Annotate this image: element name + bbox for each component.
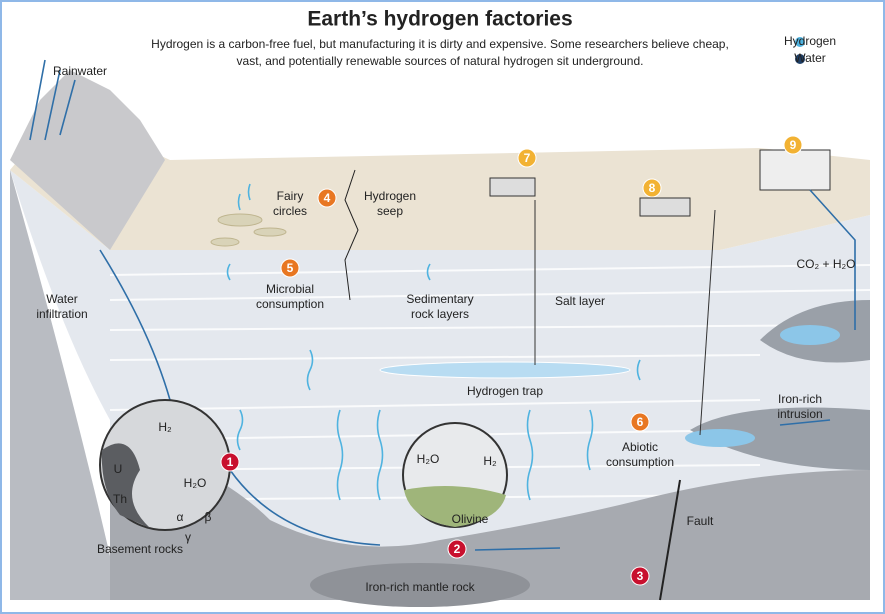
label: Iron-rich (778, 392, 822, 406)
inset-label: H₂ (483, 454, 497, 468)
inset-label: β (205, 510, 212, 524)
inset-label: H₂O (417, 452, 440, 466)
label: Hydrogen (364, 189, 416, 203)
marker-number: 3 (637, 569, 644, 583)
label: Microbial (266, 282, 314, 296)
water-pool (780, 325, 840, 345)
inset-label: H₂O (184, 476, 207, 490)
subtitle: Hydrogen is a carbon-free fuel, but manu… (151, 37, 729, 51)
label: rock layers (411, 307, 469, 321)
marker-number: 5 (287, 261, 294, 275)
label: infiltration (36, 307, 87, 321)
inset-label: Th (113, 492, 127, 506)
marker-number: 9 (790, 138, 797, 152)
inset-label: γ (185, 530, 191, 544)
label: Rainwater (53, 64, 107, 78)
label: Salt layer (555, 294, 605, 308)
label: Fault (687, 514, 714, 528)
label: intrusion (777, 407, 822, 421)
label: Hydrogen trap (467, 384, 543, 398)
label: Abiotic (622, 440, 658, 454)
marker-number: 2 (454, 542, 461, 556)
label: consumption (256, 297, 324, 311)
inset-label: H₂ (158, 420, 172, 434)
water-pool (685, 429, 755, 447)
label: Iron-rich mantle rock (365, 580, 475, 594)
legend-label: Hydrogen (784, 34, 836, 48)
label: Basement rocks (97, 542, 183, 556)
label: CO₂ + H₂O (797, 257, 856, 271)
subtitle: vast, and potentially renewable sources … (237, 54, 644, 68)
label: Sedimentary (406, 292, 473, 306)
diagram: Earth’s hydrogen factories Hydrogen is a… (0, 0, 885, 614)
marker-number: 4 (324, 191, 331, 205)
inset-label: U (114, 462, 123, 476)
title: Earth’s hydrogen factories (307, 8, 572, 31)
inset-label: α (177, 510, 184, 524)
label: consumption (606, 455, 674, 469)
label: Water (46, 292, 78, 306)
marker-number: 7 (524, 151, 531, 165)
marker-number: 8 (649, 181, 656, 195)
marker-number: 6 (637, 415, 644, 429)
salt-layer (380, 362, 630, 378)
marker-number: 1 (227, 455, 234, 469)
label: Olivine (452, 512, 489, 526)
label: circles (273, 204, 307, 218)
label: Fairy (277, 189, 304, 203)
legend-label: Water (794, 51, 826, 65)
label: seep (377, 204, 403, 218)
